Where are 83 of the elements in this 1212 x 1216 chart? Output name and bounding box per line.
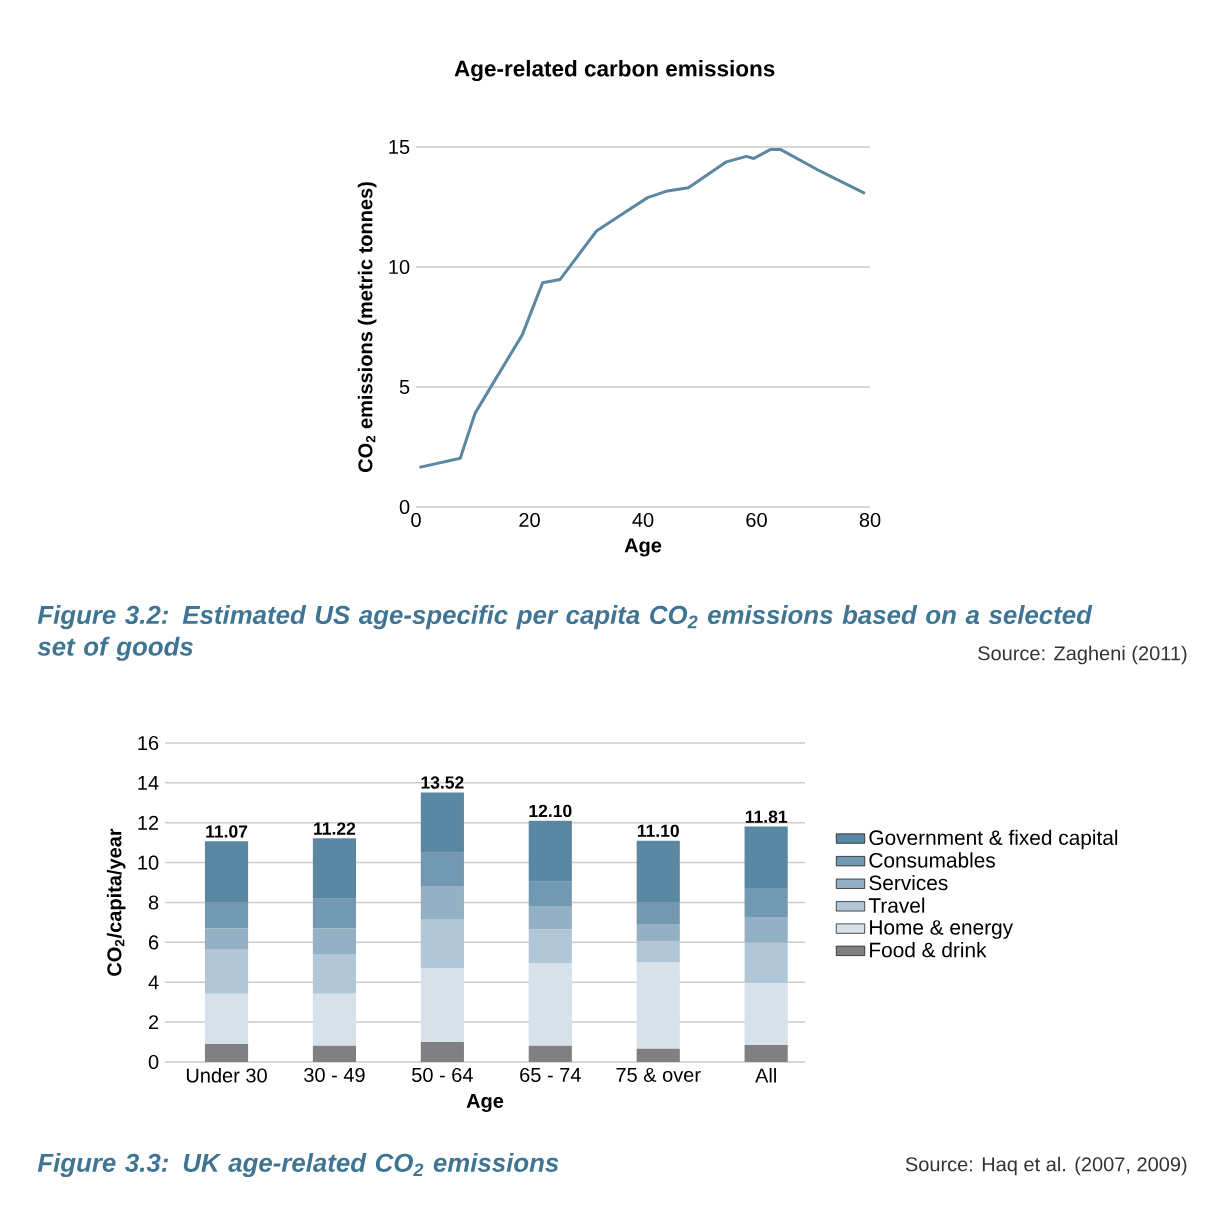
line-series [417,147,867,469]
x-axis-title: Age [466,1094,504,1113]
bar [312,954,357,994]
bar [204,928,249,950]
y-tick-label: 10 [389,259,410,275]
bar [420,919,464,969]
bar [312,928,357,955]
x-tick-label: All [755,1067,776,1083]
bar [744,942,788,984]
bar [744,917,788,943]
bar [204,902,249,929]
y-tick-label: 5 [399,380,410,394]
caption: Figure 3.3: UK age-related CO$_{2}$ emissions [37,1152,559,1178]
total-label: 13.52 [421,776,464,789]
x-tick-label: 60 [746,512,767,528]
bar [636,1048,680,1062]
bar [744,887,788,918]
bar [420,885,464,920]
x-tick-label: 75 & over [616,1067,701,1082]
text: set of goods [37,636,193,661]
x-tick-label: Under 30 [186,1067,267,1083]
chart-title: Age-related carbon emissions [454,60,775,82]
bar [528,820,572,882]
source-note: Source: Haq et al. (2007, 2009) [905,1156,1187,1176]
bar [528,881,572,907]
x-tick-label: 40 [632,512,654,528]
y-tick-label: 16 [138,735,159,751]
legend-label: Food & drink [870,942,987,958]
total-label: 11.22 [314,822,356,835]
y-tick-label: 15 [389,140,410,154]
bar [312,838,357,899]
bar [312,898,357,929]
y-tick-label: 4 [148,975,159,990]
bar [204,841,249,903]
y-tick-label: 12 [138,815,159,830]
bar [636,902,680,925]
y-tick-label: 10 [138,855,159,870]
total-label: 11.10 [637,824,679,838]
y-tick-label: 14 [138,776,159,790]
legend-label: Services [869,874,948,891]
bar [420,1042,464,1062]
bar [204,993,249,1045]
bar [636,924,680,942]
y-tick-label: 8 [148,895,159,910]
bar [744,1045,788,1062]
bar [420,792,464,853]
x-tick-label: 0 [411,512,421,528]
legend-label: Government & fixed capital [869,829,1118,850]
bar [636,941,680,962]
x-tick-label: 20 [519,512,540,528]
x-tick-label: 50 - 64 [412,1067,473,1083]
bar [528,1045,572,1062]
y-axis-title: CO$_{2}$ emissions (metric tonnes) [357,182,377,472]
y-axis-title: CO$_{2}$/capita/year [106,828,126,976]
y-tick-label: 6 [149,935,159,950]
legend-label: Home & energy [870,920,1014,939]
total-label: 12.10 [529,804,572,818]
total-label: 11.07 [206,825,248,838]
bar [312,993,357,1046]
bar [312,1045,357,1062]
legend-label: Travel [868,897,925,913]
bar [204,949,249,994]
bar [528,906,572,930]
bar [744,826,788,888]
y-tick-label: 0 [148,1054,159,1070]
y-tick-label: 0 [399,499,410,515]
total-label: 11.81 [745,810,788,823]
legend-label: Consumables [869,852,995,868]
bar [528,929,572,964]
x-tick-label: 65 - 74 [520,1067,581,1083]
bar [204,1044,249,1062]
x-axis-title: Age [624,538,662,557]
source-note: Source: Zagheni (2011) [978,645,1187,665]
x-tick-label: 80 [859,512,881,528]
bar [744,983,788,1046]
text: Figure 3.2: Estimated US age-specific per capita CO$_{2}$ emissions based on a selected [37,605,1093,630]
x-tick-label: 30 - 49 [304,1067,365,1083]
y-tick-label: 2 [148,1015,159,1030]
bar [528,963,572,1046]
bar [636,840,680,903]
bar [420,968,464,1043]
bar [420,852,464,886]
bar [636,961,680,1049]
